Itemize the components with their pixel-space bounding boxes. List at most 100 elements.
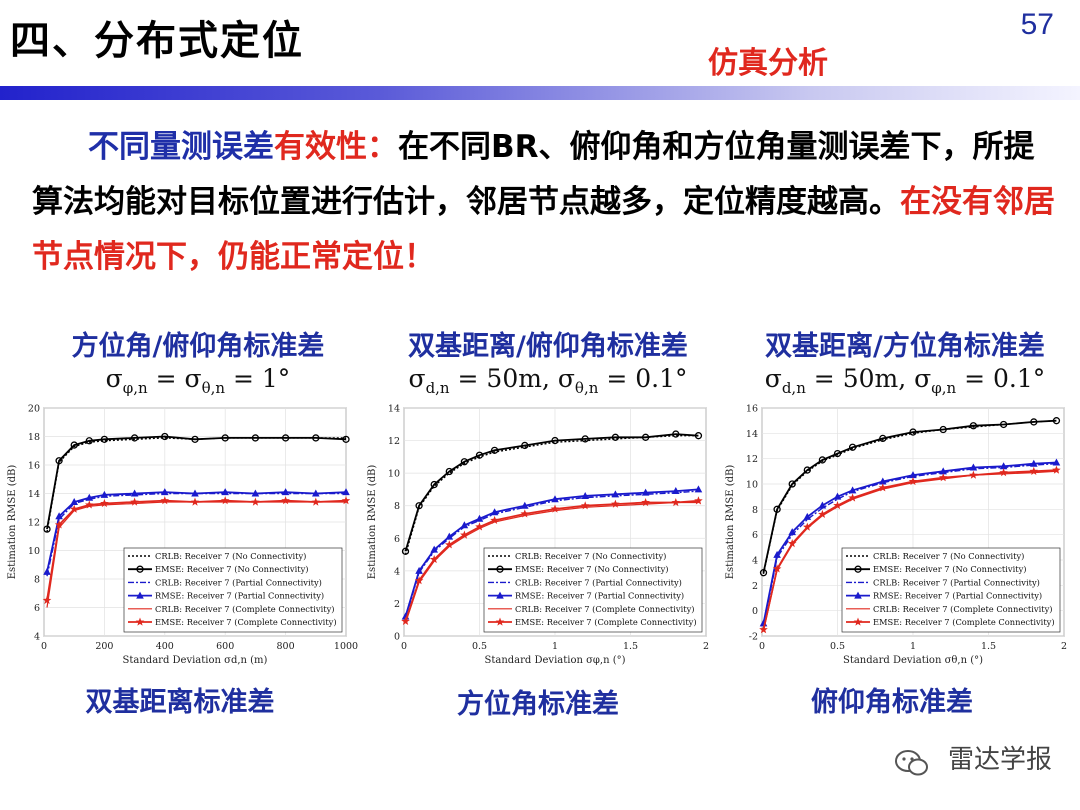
chart-2-series-1-point-10 <box>969 422 978 430</box>
chart-0-series-1-point-12 <box>342 435 350 443</box>
chart-1-series-3-point-1 <box>415 566 423 574</box>
chart-0-xtick-0: 0 <box>41 641 47 652</box>
chart-2-series-5-point-0 <box>759 625 768 634</box>
chart-2-xtick-2: 1 <box>910 641 916 652</box>
chart-2-series-legend-point-5 <box>853 617 863 626</box>
chart-2-series-5-point-13 <box>1052 465 1061 474</box>
chart-1-series-5-point-0 <box>401 616 410 625</box>
chart-0-series-3-point-5 <box>130 489 139 497</box>
chart-1-series-1-point-4 <box>460 458 469 466</box>
chart-0-ytick-2: 8 <box>34 575 40 586</box>
chart-1-xlabel: Standard Deviation σφ,n (°) <box>484 655 625 666</box>
chart-2-series-1-point-6 <box>848 443 857 451</box>
chart-0-series-5-point-6 <box>160 496 170 505</box>
section-tag: 仿真分析 <box>708 46 828 81</box>
chart-0-series-1-point-2 <box>70 441 78 449</box>
chart-0-series-1-point-1 <box>55 457 63 465</box>
chart-2-ytick-1: 0 <box>752 606 758 617</box>
chart-0-series-5-point-1 <box>54 520 64 529</box>
chart-1-series-1-point-9 <box>581 435 589 443</box>
chart-1-series-3-point-3 <box>445 532 454 540</box>
chart-1-series-5-point-9 <box>580 501 590 510</box>
chart-0-series-1-point-0 <box>43 525 51 533</box>
slide-title: 四、分布式定位 <box>10 18 304 64</box>
chart-2-series-5-point-2 <box>787 539 797 548</box>
chart-1-series-legend-point-1 <box>496 565 504 573</box>
chart-2-series-3-point-9 <box>939 467 947 475</box>
chart-2-series-3-point-1 <box>773 550 781 558</box>
chart-0-ytick-1: 6 <box>34 603 40 614</box>
chart-2-series-legend-point-3 <box>854 591 862 599</box>
watermark-text: 雷达学报 <box>947 745 1052 775</box>
chart-1-series-1-point-3 <box>445 467 453 476</box>
chart-1-series-5-point-10 <box>611 499 620 508</box>
chart-1-series-3-point-4 <box>460 521 469 529</box>
chart-2-series-3-point-10 <box>969 463 978 471</box>
chart-2-legend-label-1: EMSE: Receiver 7 (No Connectivity) <box>873 564 1027 574</box>
chart-1-ytick-5: 10 <box>388 469 400 480</box>
chart-2-series-3-point-13 <box>1052 458 1061 466</box>
chart-2-series-1-point-12 <box>1030 418 1038 426</box>
chart-0-series-1-point-9 <box>251 434 260 442</box>
chart-0-series-3-point-9 <box>251 489 260 497</box>
chart-1-series-5-point-11 <box>641 498 650 507</box>
chart-1-series-5-point-6 <box>490 515 499 524</box>
chart-1-series-legend-point-3 <box>496 591 504 599</box>
chart-1-series-1-point-7 <box>521 441 529 450</box>
chart-0-legend-label-3: RMSE: Receiver 7 (Partial Connectivity) <box>155 591 324 601</box>
chart-0-series-1-point-3 <box>85 437 93 445</box>
chart-2-legend-label-5: EMSE: Receiver 7 (Complete Connectivity) <box>873 617 1055 627</box>
chart-2-series-1-point-11 <box>999 420 1008 429</box>
chart-2-ytick-2: 2 <box>752 581 758 592</box>
chart-0-series-5-point-0 <box>42 595 52 604</box>
chart-2-series-3-point-2 <box>788 528 796 536</box>
chart-1-ytick-4: 8 <box>394 501 400 512</box>
chart-1-series-3-point-9 <box>581 491 589 499</box>
chart-1-xtick-0: 0 <box>401 641 407 652</box>
panel-3-caption: 俯仰角标准差 <box>811 687 973 718</box>
chart-2-series-3-point-4 <box>818 501 827 509</box>
chart-2-series-3-point-8 <box>909 471 917 479</box>
chart-1-series-3-point-5 <box>475 514 484 522</box>
chart-2-xtick-3: 1.5 <box>981 641 996 652</box>
chart-0-legend-label-1: EMSE: Receiver 7 (No Connectivity) <box>155 564 309 574</box>
chart-2-series-1-point-9 <box>939 425 947 434</box>
chart-0-ylabel: Estimation RMSE (dB) <box>7 465 18 580</box>
chart-1-series-5-point-2 <box>429 555 439 564</box>
chart-1-ytick-1: 2 <box>394 599 400 610</box>
panel-3-title: 双基距离/方位角标准差 <box>765 331 1045 362</box>
body-paragraph: 不同量测误差有效性：在不同BR、俯仰角和方位角量测误差下，所提算法均能对目标位置… <box>32 120 1062 285</box>
chart-1-series-3-line <box>404 488 699 617</box>
panel-1-caption: 双基距离标准差 <box>85 687 275 718</box>
chart-1-series-5-point-8 <box>550 504 560 513</box>
chart-2-series-5-point-7 <box>878 483 888 492</box>
chart-2-legend-label-2: CRLB: Receiver 7 (Partial Connectivity) <box>873 577 1040 587</box>
chart-2-series-3-point-3 <box>803 512 812 520</box>
chart-1-series-5-point-4 <box>460 530 469 539</box>
chart-1-series-5-point-3 <box>445 540 454 549</box>
chart-2-series-3-point-5 <box>833 492 842 500</box>
panel-3-formula: σd,n = 50m, σφ,n = 0.1° <box>764 364 1046 397</box>
chart-2-legend <box>841 547 1061 633</box>
chart-1-series-1-point-11 <box>641 433 650 441</box>
chart-0-series-1-point-11 <box>312 434 320 442</box>
chart-2-ytick-4: 6 <box>752 530 758 541</box>
chart-2-series-1-point-13 <box>1052 417 1061 425</box>
chart-1-series-5-line <box>404 499 699 622</box>
chart-2-series-5-point-4 <box>818 509 827 518</box>
body-text-main: 在不同BR、俯仰角和方位角量测误差下，所提算法均能对目标位置进行估计，邻居节点越… <box>32 129 1035 220</box>
chart-0-legend <box>123 547 343 633</box>
chart-2-series-1-point-0 <box>759 569 768 577</box>
chart-2-series-1-point-5 <box>833 449 842 458</box>
chart-1-series-1-point-13 <box>694 432 703 440</box>
chart-0-series-5-point-2 <box>69 504 79 513</box>
chart-2-ytick-3: 4 <box>752 556 758 567</box>
chart-0-legend-label-5: EMSE: Receiver 7 (Complete Connectivity) <box>155 617 337 627</box>
chart-0-series-1-point-10 <box>281 434 290 442</box>
chart-0-legend-label-0: CRLB: Receiver 7 (No Connectivity) <box>155 551 306 561</box>
chart-1-xtick-2: 1 <box>552 641 558 652</box>
chart-2-series-3-point-11 <box>999 462 1008 470</box>
chart-1-series-3-point-11 <box>641 488 650 496</box>
chart-1-series-3-point-8 <box>551 495 559 503</box>
